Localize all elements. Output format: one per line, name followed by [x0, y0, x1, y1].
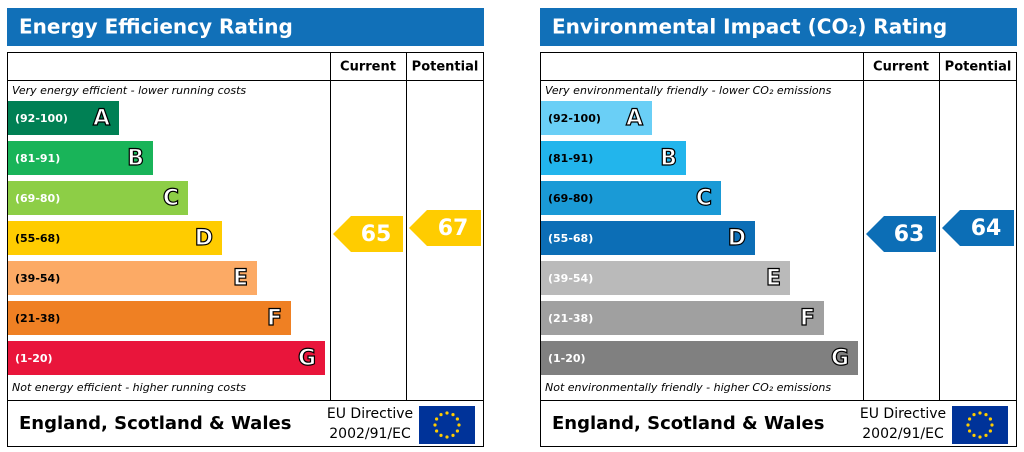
column-header: Potential — [945, 60, 1012, 75]
band-letter: A — [626, 106, 643, 131]
top-note: Very energy efficient - lower running co… — [12, 84, 246, 97]
eu-star — [966, 423, 970, 427]
band-letter: D — [728, 226, 746, 251]
eu-star — [451, 433, 455, 437]
band-range: (1-20) — [15, 352, 53, 365]
title-bar — [540, 8, 1017, 46]
directive: 2002/91/EC — [862, 426, 944, 442]
column-header: Current — [873, 60, 929, 75]
band — [541, 101, 652, 135]
eu-star — [439, 433, 443, 437]
eu-star — [445, 411, 449, 415]
band-letter: F — [800, 306, 815, 331]
band-range: (1-20) — [548, 352, 586, 365]
eu-star — [457, 423, 461, 427]
band-letter: G — [831, 346, 849, 371]
eu-star — [984, 413, 988, 417]
band — [541, 261, 790, 295]
eu-star — [455, 417, 459, 421]
band-letter: A — [93, 106, 110, 131]
band-range: (69-80) — [548, 192, 593, 205]
frame — [7, 52, 484, 447]
rating-arrow — [333, 216, 403, 252]
band-letter: D — [195, 226, 213, 251]
band — [541, 341, 858, 375]
rating-arrow — [409, 210, 481, 246]
directive: 2002/91/EC — [329, 426, 411, 442]
band — [8, 181, 188, 215]
frame — [540, 52, 1017, 447]
panel-title: Energy Efficiency Rating — [19, 15, 293, 39]
top-note: Very environmentally friendly - lower CO… — [545, 84, 832, 97]
band — [541, 301, 824, 335]
band-range: (81-91) — [548, 152, 593, 165]
eu-star — [451, 413, 455, 417]
band-range: (21-38) — [15, 312, 60, 325]
footer: England, Scotland & Wales — [19, 413, 291, 434]
eu-star — [968, 429, 972, 433]
eu-star — [972, 413, 976, 417]
band-letter: B — [127, 146, 144, 171]
rating-arrow — [942, 210, 1014, 246]
title-bar — [7, 8, 484, 46]
band — [541, 141, 686, 175]
footer: England, Scotland & Wales — [552, 413, 824, 434]
band-range: (81-91) — [15, 152, 60, 165]
eu-star — [445, 435, 449, 439]
band-letter: E — [233, 266, 248, 291]
eu-star — [435, 429, 439, 433]
rating-value: 64 — [971, 216, 1002, 241]
column-header: Potential — [412, 60, 479, 75]
rating-value: 67 — [438, 216, 469, 241]
eu-star — [978, 411, 982, 415]
band-letter: C — [696, 186, 712, 211]
eu-star — [988, 429, 992, 433]
band-range: (92-100) — [15, 112, 68, 125]
band — [8, 141, 153, 175]
band-range: (55-68) — [548, 232, 593, 245]
band-letter: B — [660, 146, 677, 171]
eu-star — [968, 417, 972, 421]
band-letter: F — [267, 306, 282, 331]
eu-star — [972, 433, 976, 437]
eu-star — [984, 433, 988, 437]
band — [541, 221, 755, 255]
eu-star — [978, 435, 982, 439]
band-range: (39-54) — [548, 272, 593, 285]
eu-star — [988, 417, 992, 421]
eu-star — [433, 423, 437, 427]
band — [541, 181, 721, 215]
bottom-note: Not environmentally friendly - higher CO… — [545, 381, 831, 394]
band — [8, 341, 325, 375]
directive: EU Directive — [860, 406, 946, 422]
rating-arrow — [866, 216, 936, 252]
panel-title: Environmental Impact (CO₂) Rating — [552, 15, 947, 39]
column-header: Current — [340, 60, 396, 75]
eu-star — [455, 429, 459, 433]
band — [8, 101, 119, 135]
eu-star — [435, 417, 439, 421]
band-letter: C — [163, 186, 179, 211]
band-range: (69-80) — [15, 192, 60, 205]
band-range: (39-54) — [15, 272, 60, 285]
band-range: (21-38) — [548, 312, 593, 325]
rating-value: 63 — [894, 222, 925, 247]
directive: EU Directive — [327, 406, 413, 422]
band — [8, 221, 222, 255]
band-range: (55-68) — [15, 232, 60, 245]
band — [8, 301, 291, 335]
rating-value: 65 — [361, 222, 392, 247]
band-letter: G — [298, 346, 316, 371]
band-range: (92-100) — [548, 112, 601, 125]
eu-star — [439, 413, 443, 417]
band — [8, 261, 257, 295]
bottom-note: Not energy efficient - higher running co… — [12, 381, 246, 394]
eu-star — [990, 423, 994, 427]
band-letter: E — [766, 266, 781, 291]
